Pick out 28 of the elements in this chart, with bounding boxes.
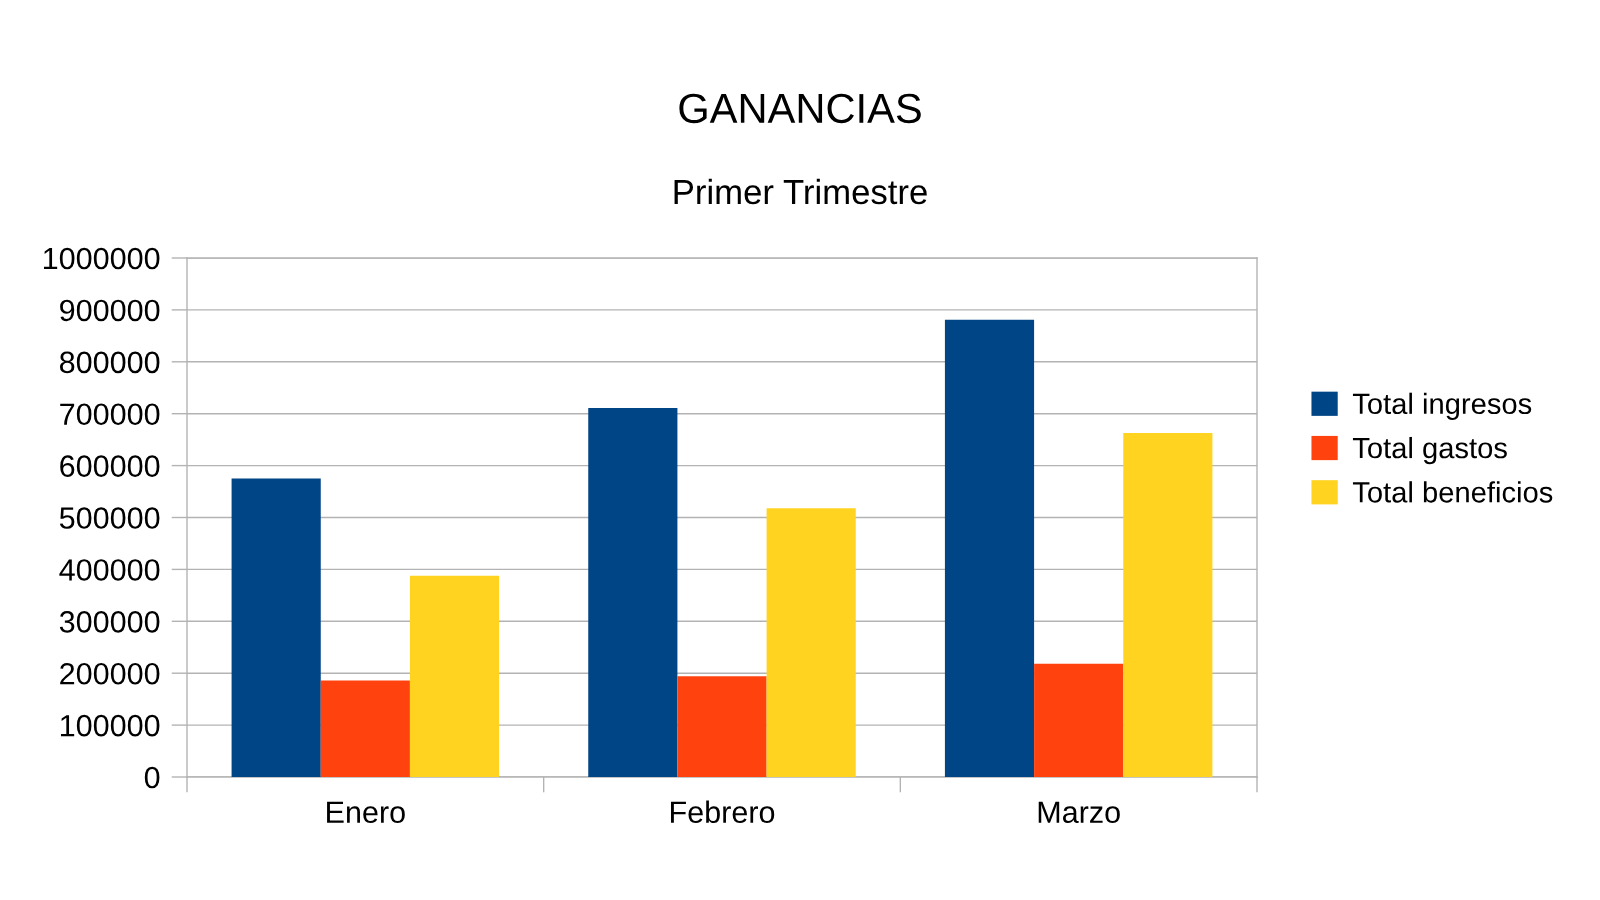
y-tick-label: 900000 bbox=[60, 299, 160, 322]
bar bbox=[944, 319, 1035, 777]
bar bbox=[766, 508, 856, 777]
bar bbox=[409, 575, 500, 777]
y-tick-label: 600000 bbox=[60, 455, 160, 477]
legend-label: Total ingresos bbox=[1352, 392, 1532, 420]
bar bbox=[1034, 663, 1124, 777]
y-tick-label: 200000 bbox=[60, 662, 160, 685]
bar bbox=[320, 680, 410, 777]
legend-label: Total gastos bbox=[1352, 436, 1507, 465]
chart-subtitle: Primer Trimestre bbox=[674, 178, 927, 205]
bar bbox=[231, 478, 321, 777]
bar bbox=[677, 676, 767, 777]
y-tick-label: 300000 bbox=[59, 611, 160, 633]
bar bbox=[588, 407, 678, 777]
y-tick-label: 1000000 bbox=[44, 247, 160, 270]
y-tick-label: 0 bbox=[144, 766, 160, 789]
y-tick-label: 500000 bbox=[59, 507, 160, 529]
bar bbox=[1123, 432, 1213, 777]
legend-label: Total beneficios bbox=[1352, 481, 1553, 503]
x-tick-label: Enero bbox=[327, 801, 405, 824]
x-tick-label: Marzo bbox=[1038, 801, 1120, 824]
y-tick-label: 400000 bbox=[59, 559, 160, 581]
chart-title: GANANCIAS bbox=[679, 93, 921, 124]
x-tick-label: Febrero bbox=[671, 800, 775, 824]
y-tick-label: 100000 bbox=[60, 714, 160, 737]
y-tick-label: 800000 bbox=[59, 351, 160, 374]
y-tick-label: 700000 bbox=[60, 403, 160, 426]
